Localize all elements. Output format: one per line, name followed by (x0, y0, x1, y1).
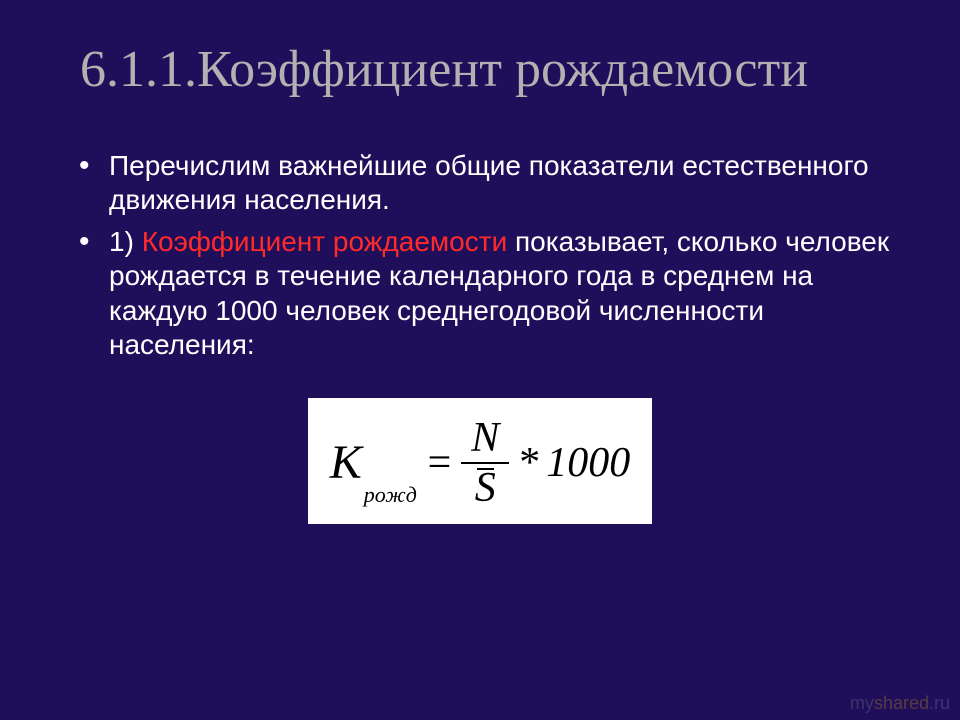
watermark: myshared.ru (850, 693, 950, 714)
formula-fraction: N S (461, 416, 509, 510)
formula-constant: 1000 (546, 442, 630, 484)
formula-lhs-symbol: K (330, 439, 362, 487)
bullet-lead: 1) (109, 226, 142, 257)
bullet-highlight: Коэффициент рождаемости (142, 226, 508, 257)
watermark-part2: shared (874, 693, 929, 713)
formula-box: K рожд = N S * 1000 (308, 398, 652, 524)
bullet-item: Перечислим важнейшие общие показатели ес… (75, 149, 895, 217)
formula-fraction-bar (461, 462, 509, 464)
formula-denominator-symbol: S (475, 465, 496, 511)
formula-overline (477, 468, 494, 470)
watermark-suffix: .ru (929, 693, 950, 713)
formula-lhs-subscript: рожд (364, 484, 417, 506)
formula-numerator: N (461, 416, 509, 460)
slide-title: 6.1.1.Коэффициент рождаемости (80, 40, 905, 99)
formula-equals: = (425, 442, 453, 484)
formula-container: K рожд = N S * 1000 (55, 398, 905, 524)
formula-multiply: * (517, 442, 538, 484)
watermark-part1: my (850, 693, 874, 713)
slide: 6.1.1.Коэффициент рождаемости Перечислим… (0, 0, 960, 720)
bullet-list: Перечислим важнейшие общие показатели ес… (55, 149, 905, 362)
bullet-item: 1) Коэффициент рождаемости показывает, с… (75, 225, 895, 362)
formula-denominator: S (465, 466, 506, 510)
bullet-text: Перечислим важнейшие общие показатели ес… (109, 150, 869, 215)
